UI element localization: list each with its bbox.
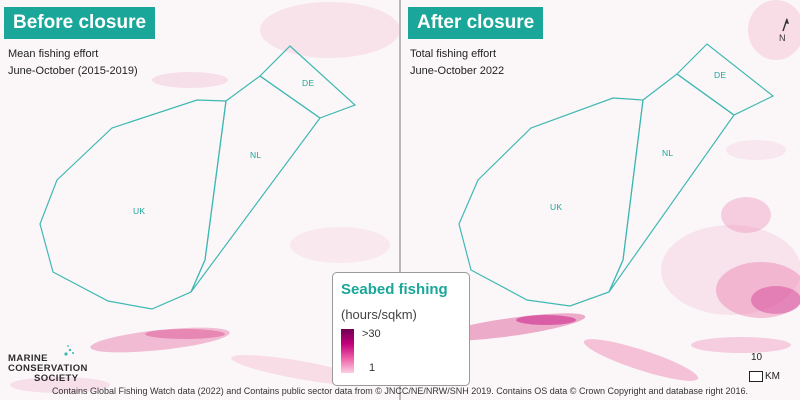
scale-bar: 10 KM: [747, 352, 792, 384]
nl-closed-area: [190, 75, 321, 293]
panel-divider: [399, 0, 401, 400]
subtitle-line-1: Mean fishing effort: [8, 48, 99, 60]
before-closure-title: Before closure: [4, 7, 156, 39]
de-closed-area: [259, 45, 357, 119]
de-closed-area: [676, 43, 775, 116]
legend-max-label: >30: [362, 328, 381, 340]
subtitle-line-2: June-October 2022: [410, 65, 505, 77]
scale-box-icon: [749, 371, 763, 382]
legend: Seabed fishing (hours/sqkm) >30 1: [332, 272, 470, 386]
scale-value: 10: [751, 352, 763, 363]
after-closure-title: After closure: [408, 7, 544, 39]
closed-area-boundaries: [39, 45, 357, 310]
uk-closed-area: [39, 99, 227, 310]
closed-area-boundaries: [458, 43, 775, 307]
zone-label-uk: UK: [550, 202, 563, 212]
legend-title: Seabed fishing: [341, 281, 448, 298]
logo-line-2: CONSERVATION: [8, 363, 88, 374]
fishing-effort-heat: [436, 0, 800, 381]
legend-units: (hours/sqkm): [341, 307, 417, 322]
logo-line-1: MARINE: [8, 353, 48, 364]
marine-conservation-society-logo: MARINE CONSERVATION SOCIETY: [8, 345, 113, 388]
nl-closed-area: [608, 73, 735, 293]
after-closure-map: [436, 0, 800, 381]
subtitle-line-1: Total fishing effort: [410, 48, 497, 60]
bubbles-icon: [64, 345, 74, 356]
zone-label-uk: UK: [133, 206, 146, 216]
before-closure-map: [10, 2, 399, 393]
after-closure-subtitle: Total fishing effort June-October 2022: [410, 46, 504, 80]
zone-label-de: DE: [714, 70, 727, 80]
zone-label-nl: NL: [250, 150, 262, 160]
zone-label-nl: NL: [662, 148, 674, 158]
before-closure-subtitle: Mean fishing effort June-October (2015-2…: [8, 46, 138, 80]
logo-line-3: SOCIETY: [34, 373, 79, 384]
legend-min-label: 1: [369, 362, 376, 374]
north-label: N: [779, 33, 786, 43]
legend-color-ramp: [341, 329, 354, 373]
attribution-footer: Contains Global Fishing Watch data (2022…: [51, 386, 749, 396]
scale-unit: KM: [765, 371, 780, 382]
north-arrow-icon: N: [779, 18, 789, 43]
before-closure-panel: Before closure Mean fishing effort June-…: [0, 0, 399, 400]
zone-label-de: DE: [302, 78, 315, 88]
subtitle-line-2: June-October (2015-2019): [8, 65, 138, 77]
